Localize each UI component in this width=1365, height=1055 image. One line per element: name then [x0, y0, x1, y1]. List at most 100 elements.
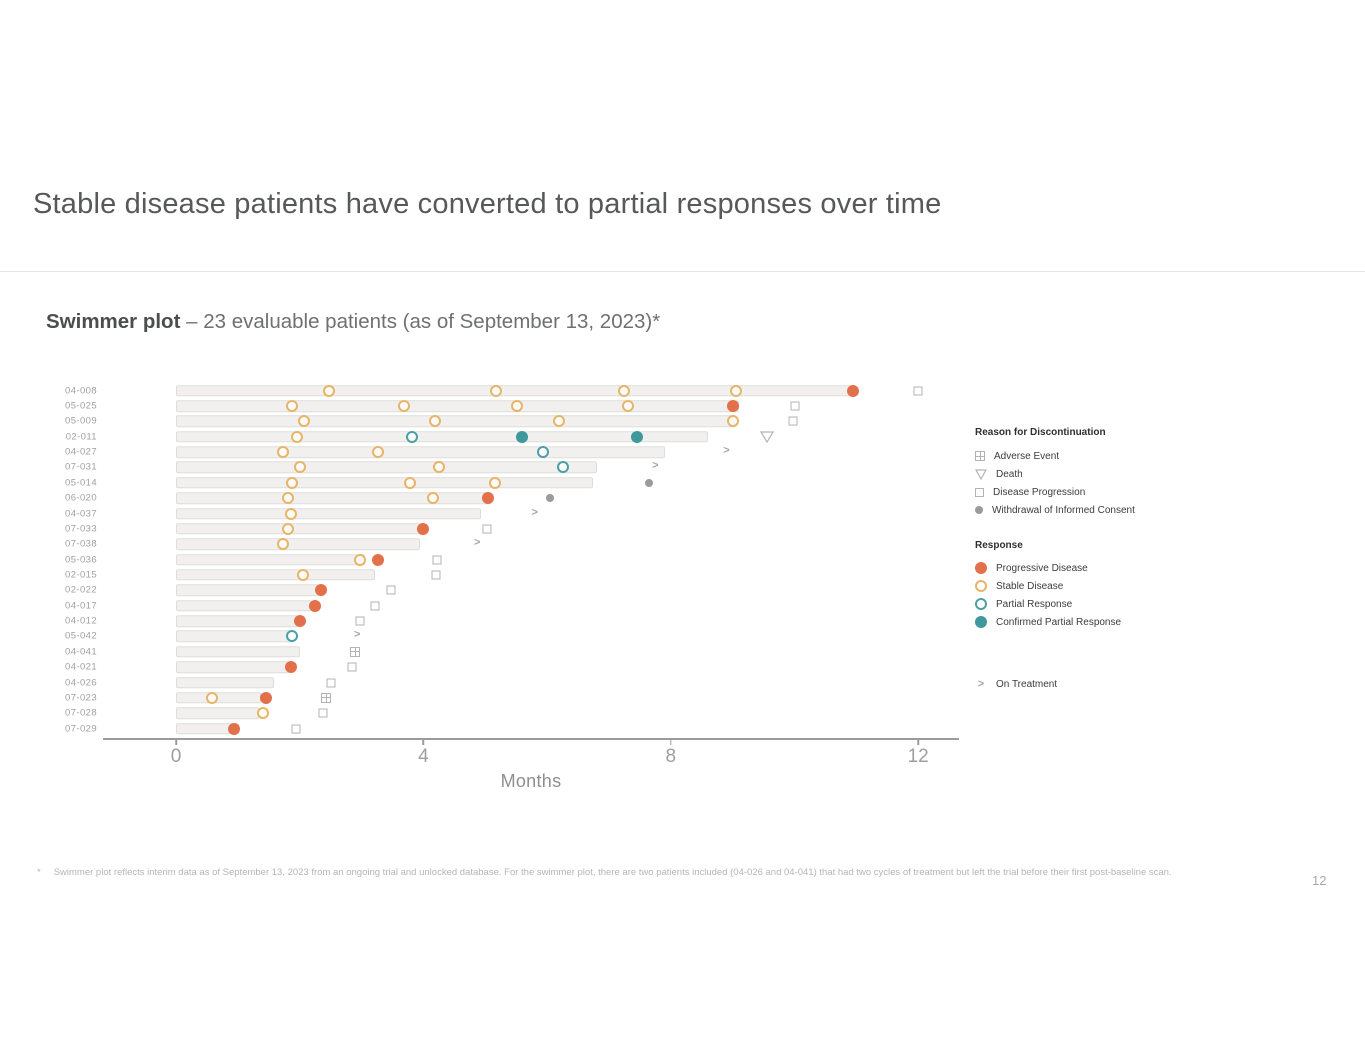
title-divider [0, 271, 1365, 272]
marker-disease-progression [347, 662, 357, 672]
marker-progressive-disease [309, 599, 322, 612]
x-axis-tick-label: 8 [665, 746, 677, 767]
patient-id-label: 07-031 [65, 461, 97, 473]
patient-id-label: 07-023 [65, 692, 97, 704]
legend-item-adverse-event: Adverse Event [975, 447, 1245, 465]
patient-row: 05-042 > [46, 629, 1056, 644]
marker-on-treatment: > [652, 460, 659, 473]
patient-row: 04-041 [46, 644, 1056, 659]
marker-progressive-disease [371, 553, 384, 566]
patient-id-label: 04-026 [65, 677, 97, 688]
legend-response-title: Response [975, 540, 1023, 551]
marker-disease-progression [788, 416, 798, 426]
treatment-duration-bar [176, 461, 597, 474]
treatment-duration-bar [176, 646, 300, 658]
treatment-duration-bar [176, 446, 665, 458]
marker-on-treatment: > [723, 444, 730, 457]
marker-stable-disease [298, 415, 311, 428]
chart-subtitle-bold: Swimmer plot [46, 310, 181, 333]
treatment-duration-bar [176, 523, 422, 535]
marker-disease-progression [291, 724, 301, 734]
patient-row: 07-028 [46, 706, 1056, 721]
marker-disease-progression [318, 708, 328, 718]
patient-id-label: 06-020 [65, 492, 97, 504]
marker-progressive-disease [315, 584, 328, 597]
treatment-duration-bar [176, 615, 298, 627]
patient-row: 07-023 [46, 690, 1056, 705]
marker-adverse-event [350, 646, 361, 657]
marker-stable-disease [426, 492, 439, 505]
patient-row: 04-021 [46, 659, 1056, 674]
marker-confirmed-partial-response [630, 430, 643, 443]
patient-row: 05-009 [46, 414, 1056, 429]
legend: Reason for Discontinuation Adverse Event… [975, 427, 1245, 693]
legend-item-death: Death [975, 465, 1245, 483]
marker-progressive-disease [285, 661, 298, 674]
patient-id-label: 07-038 [65, 538, 97, 550]
patient-id-label: 04-027 [65, 446, 97, 458]
patient-row: 06-020 [46, 491, 1056, 506]
legend-discontinuation-group: Reason for Discontinuation Adverse Event… [975, 427, 1245, 519]
adverse-event-crossed-square-icon [975, 451, 985, 461]
patient-row: 07-038 > [46, 537, 1056, 552]
marker-stable-disease [726, 415, 739, 428]
x-axis-line [103, 738, 959, 740]
legend-item-confirmed-partial-response: Confirmed Partial Response [975, 613, 1245, 631]
progressive-disease-filled-orange-dot-icon [975, 562, 987, 574]
patient-row: 04-037 > [46, 506, 1056, 521]
marker-stable-disease [621, 400, 634, 413]
marker-withdrawal [645, 478, 654, 487]
marker-partial-response [556, 461, 569, 474]
marker-disease-progression [482, 524, 492, 534]
marker-stable-disease [354, 553, 367, 566]
x-axis-tickmark [670, 738, 672, 745]
disease-progression-open-square-icon [975, 487, 984, 497]
legend-item-stable-disease: Stable Disease [975, 577, 1245, 595]
footnote-marker: * [37, 867, 41, 878]
marker-stable-disease [286, 476, 299, 489]
marker-stable-disease [372, 446, 385, 459]
marker-adverse-event [321, 692, 332, 703]
patient-id-label: 04-021 [65, 661, 97, 673]
patient-id-label: 04-041 [65, 646, 97, 658]
patient-row: 04-008 [46, 383, 1056, 398]
patient-row: 05-014 [46, 475, 1056, 490]
patient-id-label: 02-011 [65, 431, 97, 443]
marker-stable-disease [432, 461, 445, 474]
patient-id-label: 07-029 [65, 723, 97, 735]
treatment-duration-bar [176, 507, 481, 520]
on-treatment-arrow-icon: > [977, 677, 985, 690]
marker-progressive-disease [293, 615, 306, 628]
marker-stable-disease [285, 400, 298, 413]
marker-stable-disease [277, 538, 289, 551]
treatment-duration-bar [176, 569, 376, 581]
treatment-duration-bar [176, 692, 262, 704]
patient-id-label: 04-037 [65, 508, 97, 520]
patient-row: 07-029 [46, 721, 1056, 736]
marker-stable-disease [205, 691, 218, 704]
marker-stable-disease [729, 384, 742, 397]
patient-id-label: 04-017 [65, 600, 97, 612]
patient-row: 04-012 [46, 613, 1056, 628]
x-axis-tickmark [917, 738, 919, 745]
page-number: 12 [1312, 873, 1327, 888]
treatment-duration-bar [176, 707, 260, 719]
x-axis-tickmark [175, 738, 177, 745]
patient-id-label: 02-022 [65, 584, 97, 596]
marker-stable-disease [293, 461, 306, 474]
patient-row: 02-015 [46, 567, 1056, 582]
footnote: * Swimmer plot reflects interim data as … [37, 866, 1269, 879]
slide-title: Stable disease patients have converted t… [33, 188, 942, 220]
treatment-duration-bar [176, 676, 274, 689]
marker-partial-response [406, 430, 419, 443]
marker-disease-progression [432, 555, 442, 565]
marker-stable-disease [490, 384, 503, 397]
patient-row: 07-031 > [46, 460, 1056, 475]
treatment-duration-bar [176, 661, 289, 673]
marker-stable-disease [403, 476, 416, 489]
patient-id-label: 04-008 [65, 385, 97, 397]
patient-id-label: 02-015 [65, 569, 97, 581]
marker-disease-progression [913, 386, 923, 396]
legend-discontinuation-title: Reason for Discontinuation [975, 427, 1106, 438]
marker-withdrawal [546, 494, 555, 503]
